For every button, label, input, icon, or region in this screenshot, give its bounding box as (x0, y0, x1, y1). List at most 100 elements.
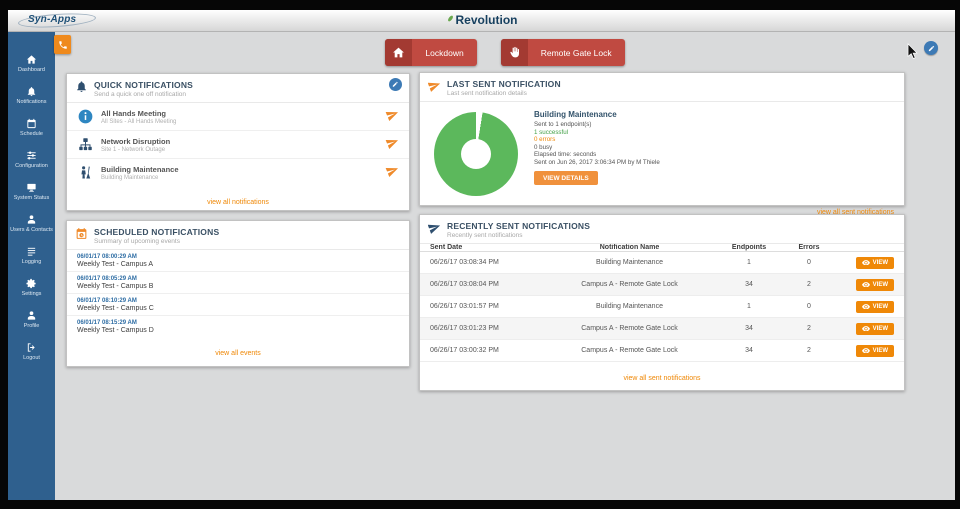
view-button[interactable]: VIEW (855, 278, 894, 291)
send-icon[interactable] (385, 136, 399, 154)
cell-endpoints: 1 (747, 259, 751, 266)
quick-notifications-header: QUICK NOTIFICATIONS Send a quick one off… (67, 74, 409, 103)
calendar-icon (26, 118, 37, 129)
scheduled-event-row[interactable]: 06/01/17 08:00:29 AM Weekly Test - Campu… (67, 250, 409, 272)
app-header: Syn-Apps Revolution (8, 10, 955, 32)
sidebar-item-schedule[interactable]: Schedule (8, 112, 55, 144)
maintenance-icon (77, 165, 93, 181)
view-all-sent-notifications-link[interactable]: view all sent notifications (816, 209, 894, 216)
scheduled-event-row[interactable]: 06/01/17 08:05:29 AM Weekly Test - Campu… (67, 272, 409, 294)
view-button[interactable]: VIEW (855, 322, 894, 335)
sidebar-item-system-status[interactable]: System Status (8, 176, 55, 208)
sent-to-line: Sent to 1 endpoint(s) (534, 121, 592, 128)
sidebar-item-label: Schedule (20, 131, 43, 137)
cell-sent-date: 06/26/17 03:01:23 PM (430, 325, 499, 332)
sidebar-item-label: Logging (21, 259, 42, 265)
synapps-logo: Syn-Apps (17, 11, 104, 30)
leaf-icon (447, 15, 453, 21)
cell-notification-name: Campus A - Remote Gate Lock (581, 325, 678, 332)
notification-name: Network Disruption (101, 136, 171, 146)
quick-notification-row[interactable]: All Hands Meeting All Sites - All Hands … (67, 103, 409, 131)
scheduled-event-row[interactable]: 06/01/17 08:10:29 AM Weekly Test - Campu… (67, 294, 409, 316)
logout-icon (26, 342, 37, 353)
notification-detail: Building Maintenance (101, 174, 159, 181)
pencil-icon (928, 45, 934, 51)
table-row: 06/26/17 03:08:34 PM Building Maintenanc… (420, 252, 904, 274)
panel-title: QUICK NOTIFICATIONS (94, 80, 194, 90)
table-row: 06/26/17 03:08:04 PM Campus A - Remote G… (420, 274, 904, 296)
phone-quick-button[interactable] (54, 35, 71, 54)
cell-sent-date: 06/26/17 03:08:34 PM (430, 259, 499, 266)
sidebar-item-logout[interactable]: Logout (8, 336, 55, 368)
cell-endpoints: 34 (745, 347, 753, 354)
quick-notification-row[interactable]: Building Maintenance Building Maintenanc… (67, 159, 409, 186)
mouse-cursor (907, 43, 918, 59)
home-icon (385, 39, 413, 66)
view-button[interactable]: VIEW (855, 256, 894, 269)
cell-sent-date: 06/26/17 03:01:57 PM (430, 303, 499, 310)
cell-errors: 0 (807, 259, 811, 266)
cell-notification-name: Building Maintenance (596, 303, 663, 310)
alert-button-bar: Lockdown Remote Gate Lock (55, 39, 955, 66)
column-header-endpoints: Endpoints (731, 244, 767, 251)
phone-icon (58, 40, 67, 49)
app-title: Revolution (446, 13, 518, 27)
sent-on-line: Sent on Jun 26, 2017 3:06:34 PM by M Thi… (534, 158, 660, 166)
sidebar-item-profile[interactable]: Profile (8, 304, 55, 336)
last-sent-header: LAST SENT NOTIFICATION Last sent notific… (420, 73, 904, 102)
cell-notification-name: Campus A - Remote Gate Lock (581, 281, 678, 288)
quick-notification-row[interactable]: Network Disruption Site 1 - Network Outa… (67, 131, 409, 159)
sidebar-item-label: Dashboard (18, 67, 45, 73)
successful-line: 1 successful (534, 128, 569, 136)
event-name: Weekly Test - Campus D (77, 326, 154, 334)
scheduled-event-row[interactable]: 06/01/17 08:15:29 AM Weekly Test - Campu… (67, 316, 409, 337)
send-icon[interactable] (385, 108, 399, 126)
sidebar-item-dashboard[interactable]: Dashboard (8, 48, 55, 80)
send-icon[interactable] (385, 164, 399, 182)
sidebar-item-notifications[interactable]: Notifications (8, 80, 55, 112)
sidebar-item-label: Settings (21, 291, 42, 297)
sidebar-item-logging[interactable]: Logging (8, 240, 55, 272)
errors-line: 0 errors (534, 136, 556, 144)
cell-errors: 2 (807, 347, 811, 354)
remote-gate-lock-button[interactable]: Remote Gate Lock (500, 39, 625, 66)
recently-sent-notifications-panel: RECENTLY SENT NOTIFICATIONS Recently sen… (419, 214, 905, 391)
calendar-icon (75, 227, 88, 245)
event-datetime: 06/01/17 08:00:29 AM (77, 253, 137, 260)
view-button[interactable]: VIEW (855, 344, 894, 357)
sidebar-item-settings[interactable]: Settings (8, 272, 55, 304)
cell-sent-date: 06/26/17 03:08:04 PM (430, 281, 499, 288)
bell-icon (75, 80, 88, 98)
remote-gate-lock-label: Remote Gate Lock (540, 47, 612, 58)
eye-icon (861, 325, 870, 332)
pencil-icon (393, 82, 398, 87)
recent-header: RECENTLY SENT NOTIFICATIONS Recently sen… (420, 215, 904, 244)
view-all-events-link[interactable]: view all events (215, 350, 261, 357)
sidebar-item-users-contacts[interactable]: Users & Contacts (8, 208, 55, 240)
scheduled-notifications-header: SCHEDULED NOTIFICATIONS Summary of upcom… (67, 221, 409, 250)
last-sent-details: Building Maintenance Sent to 1 endpoint(… (534, 104, 660, 196)
send-icon (427, 221, 441, 239)
table-header-row: Sent Date Notification Name Endpoints Er… (420, 244, 904, 252)
panel-footer: view all events (67, 337, 409, 366)
main-content: Lockdown Remote Gate Lock QUICK NOTIFICA… (55, 32, 955, 500)
edit-quick-notifications-button[interactable] (389, 78, 402, 91)
view-all-notifications-link[interactable]: view all notifications (207, 199, 269, 206)
page-edit-button[interactable] (924, 41, 938, 55)
sidebar-item-label: Profile (23, 323, 40, 329)
lockdown-button[interactable]: Lockdown (385, 39, 477, 66)
cell-endpoints: 1 (747, 303, 751, 310)
cell-notification-name: Building Maintenance (596, 259, 663, 266)
sidebar-item-configuration[interactable]: Configuration (8, 144, 55, 176)
event-name: Weekly Test - Campus B (77, 282, 154, 290)
notification-name: Building Maintenance (101, 164, 179, 174)
view-all-sent-notifications-link[interactable]: view all sent notifications (623, 375, 701, 382)
panel-subtitle: Summary of upcoming events (94, 238, 180, 245)
send-icon (427, 79, 441, 97)
view-button[interactable]: VIEW (855, 300, 894, 313)
view-details-button[interactable]: VIEW DETAILS (534, 171, 598, 186)
table-row: 06/26/17 03:01:57 PM Building Maintenanc… (420, 296, 904, 318)
panel-footer: view all sent notifications (420, 196, 904, 225)
panel-subtitle: Recently sent notifications (447, 232, 523, 239)
